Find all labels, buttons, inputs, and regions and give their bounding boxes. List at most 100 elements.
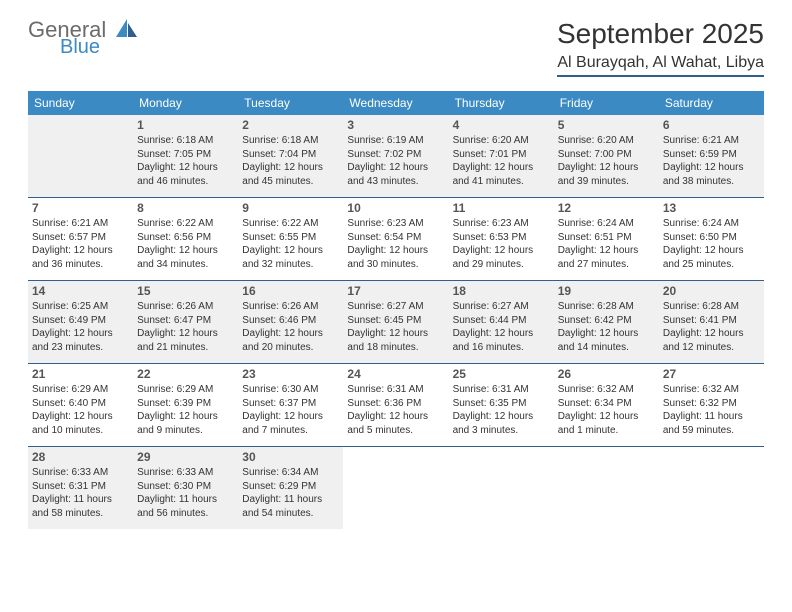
day2-label: and 25 minutes. <box>663 258 760 272</box>
sunrise-label: Sunrise: 6:22 AM <box>137 217 234 231</box>
day1-label: Daylight: 11 hours <box>137 493 234 507</box>
sunrise-label: Sunrise: 6:33 AM <box>32 466 129 480</box>
day-number: 19 <box>558 283 655 300</box>
day-cell <box>449 447 554 529</box>
day1-label: Daylight: 12 hours <box>663 327 760 341</box>
sunrise-label: Sunrise: 6:26 AM <box>242 300 339 314</box>
day-number: 2 <box>242 117 339 134</box>
sunrise-label: Sunrise: 6:28 AM <box>663 300 760 314</box>
sunset-label: Sunset: 6:30 PM <box>137 480 234 494</box>
day-cell: 22Sunrise: 6:29 AMSunset: 6:39 PMDayligh… <box>133 364 238 446</box>
sunrise-label: Sunrise: 6:31 AM <box>453 383 550 397</box>
sunset-label: Sunset: 6:34 PM <box>558 397 655 411</box>
day-cell: 15Sunrise: 6:26 AMSunset: 6:47 PMDayligh… <box>133 281 238 363</box>
day1-label: Daylight: 12 hours <box>558 327 655 341</box>
day1-label: Daylight: 12 hours <box>663 161 760 175</box>
day1-label: Daylight: 12 hours <box>453 327 550 341</box>
sunrise-label: Sunrise: 6:33 AM <box>137 466 234 480</box>
day-cell: 2Sunrise: 6:18 AMSunset: 7:04 PMDaylight… <box>238 115 343 197</box>
sail-icon <box>116 18 138 41</box>
day-cell: 13Sunrise: 6:24 AMSunset: 6:50 PMDayligh… <box>659 198 764 280</box>
day-cell: 5Sunrise: 6:20 AMSunset: 7:00 PMDaylight… <box>554 115 659 197</box>
day-number: 14 <box>32 283 129 300</box>
sunset-label: Sunset: 7:01 PM <box>453 148 550 162</box>
sunset-label: Sunset: 6:29 PM <box>242 480 339 494</box>
day1-label: Daylight: 12 hours <box>137 327 234 341</box>
sunset-label: Sunset: 6:55 PM <box>242 231 339 245</box>
week-row: 7Sunrise: 6:21 AMSunset: 6:57 PMDaylight… <box>28 198 764 281</box>
day1-label: Daylight: 12 hours <box>347 410 444 424</box>
week-row: 28Sunrise: 6:33 AMSunset: 6:31 PMDayligh… <box>28 447 764 529</box>
logo-text: General Blue <box>28 18 138 58</box>
day-cell <box>554 447 659 529</box>
sunset-label: Sunset: 6:39 PM <box>137 397 234 411</box>
day2-label: and 36 minutes. <box>32 258 129 272</box>
day-number: 11 <box>453 200 550 217</box>
day2-label: and 23 minutes. <box>32 341 129 355</box>
week-row: 1Sunrise: 6:18 AMSunset: 7:05 PMDaylight… <box>28 115 764 198</box>
day-number: 10 <box>347 200 444 217</box>
day1-label: Daylight: 12 hours <box>137 161 234 175</box>
day-cell: 7Sunrise: 6:21 AMSunset: 6:57 PMDaylight… <box>28 198 133 280</box>
sunset-label: Sunset: 7:04 PM <box>242 148 339 162</box>
day2-label: and 46 minutes. <box>137 175 234 189</box>
day1-label: Daylight: 11 hours <box>32 493 129 507</box>
day1-label: Daylight: 12 hours <box>32 327 129 341</box>
day-cell: 6Sunrise: 6:21 AMSunset: 6:59 PMDaylight… <box>659 115 764 197</box>
day-of-week-row: Sunday Monday Tuesday Wednesday Thursday… <box>28 91 764 115</box>
day-number: 22 <box>137 366 234 383</box>
weeks-container: 1Sunrise: 6:18 AMSunset: 7:05 PMDaylight… <box>28 115 764 529</box>
day2-label: and 10 minutes. <box>32 424 129 438</box>
sunrise-label: Sunrise: 6:34 AM <box>242 466 339 480</box>
day2-label: and 1 minute. <box>558 424 655 438</box>
sunrise-label: Sunrise: 6:23 AM <box>347 217 444 231</box>
calendar: Sunday Monday Tuesday Wednesday Thursday… <box>28 91 764 529</box>
day-cell <box>343 447 448 529</box>
day-number: 7 <box>32 200 129 217</box>
sunrise-label: Sunrise: 6:29 AM <box>32 383 129 397</box>
day1-label: Daylight: 12 hours <box>453 161 550 175</box>
day1-label: Daylight: 12 hours <box>32 410 129 424</box>
day-cell: 24Sunrise: 6:31 AMSunset: 6:36 PMDayligh… <box>343 364 448 446</box>
day-cell: 23Sunrise: 6:30 AMSunset: 6:37 PMDayligh… <box>238 364 343 446</box>
day-cell: 4Sunrise: 6:20 AMSunset: 7:01 PMDaylight… <box>449 115 554 197</box>
sunset-label: Sunset: 6:45 PM <box>347 314 444 328</box>
day1-label: Daylight: 12 hours <box>558 410 655 424</box>
day-number: 3 <box>347 117 444 134</box>
sunrise-label: Sunrise: 6:21 AM <box>32 217 129 231</box>
sunrise-label: Sunrise: 6:20 AM <box>453 134 550 148</box>
sunset-label: Sunset: 6:31 PM <box>32 480 129 494</box>
sunset-label: Sunset: 6:40 PM <box>32 397 129 411</box>
day2-label: and 38 minutes. <box>663 175 760 189</box>
day-cell: 3Sunrise: 6:19 AMSunset: 7:02 PMDaylight… <box>343 115 448 197</box>
day-number: 23 <box>242 366 339 383</box>
sunrise-label: Sunrise: 6:32 AM <box>663 383 760 397</box>
sunset-label: Sunset: 6:51 PM <box>558 231 655 245</box>
sunrise-label: Sunrise: 6:18 AM <box>137 134 234 148</box>
day-cell <box>28 115 133 197</box>
day2-label: and 56 minutes. <box>137 507 234 521</box>
day1-label: Daylight: 12 hours <box>453 244 550 258</box>
day2-label: and 43 minutes. <box>347 175 444 189</box>
sunset-label: Sunset: 6:46 PM <box>242 314 339 328</box>
day-cell: 17Sunrise: 6:27 AMSunset: 6:45 PMDayligh… <box>343 281 448 363</box>
sunrise-label: Sunrise: 6:30 AM <box>242 383 339 397</box>
day2-label: and 30 minutes. <box>347 258 444 272</box>
day2-label: and 20 minutes. <box>242 341 339 355</box>
day-cell: 21Sunrise: 6:29 AMSunset: 6:40 PMDayligh… <box>28 364 133 446</box>
sunrise-label: Sunrise: 6:20 AM <box>558 134 655 148</box>
day-number: 20 <box>663 283 760 300</box>
week-row: 14Sunrise: 6:25 AMSunset: 6:49 PMDayligh… <box>28 281 764 364</box>
day1-label: Daylight: 12 hours <box>558 161 655 175</box>
day-number: 28 <box>32 449 129 466</box>
day2-label: and 12 minutes. <box>663 341 760 355</box>
day-number: 13 <box>663 200 760 217</box>
day-number: 4 <box>453 117 550 134</box>
sunrise-label: Sunrise: 6:24 AM <box>558 217 655 231</box>
day1-label: Daylight: 12 hours <box>32 244 129 258</box>
day-number: 6 <box>663 117 760 134</box>
dow-sunday: Sunday <box>28 91 133 115</box>
day2-label: and 18 minutes. <box>347 341 444 355</box>
day-number: 30 <box>242 449 339 466</box>
sunset-label: Sunset: 6:49 PM <box>32 314 129 328</box>
